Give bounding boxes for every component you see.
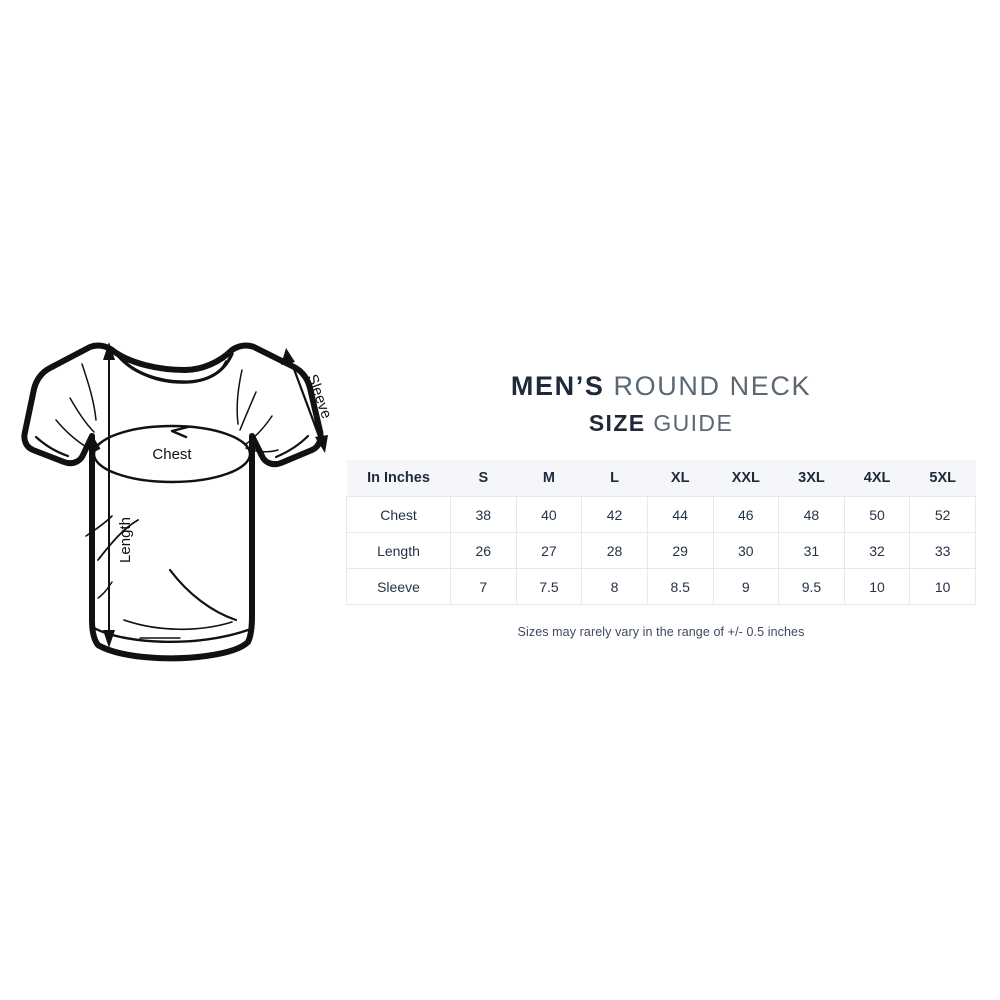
chest-measure: Chest: [89, 424, 252, 484]
cell-sleeve-l: 8: [581, 568, 648, 605]
cell-chest-l: 42: [581, 496, 648, 533]
row-label-chest: Chest: [346, 496, 451, 533]
cell-chest-5xl: 52: [909, 496, 976, 533]
cell-length-l: 28: [581, 532, 648, 569]
size-variance-note: Sizes may rarely vary in the range of +/…: [517, 625, 805, 639]
column-header-measurement: In Inches: [346, 460, 451, 497]
length-measure: Length: [85, 342, 134, 648]
column-header-m: M: [516, 460, 582, 497]
tshirt-diagram-svg: Chest Length Sleeve: [21, 342, 335, 662]
page-subtitle: SIZE GUIDE: [346, 408, 976, 438]
table-row: Length 26 27 28 29 30 31 32 33: [346, 532, 976, 569]
table-row: Chest 38 40 42 44 46 48 50 52: [346, 496, 976, 533]
cell-chest-xl: 44: [646, 496, 714, 533]
row-label-length: Length: [346, 532, 451, 569]
column-header-l: L: [581, 460, 648, 497]
cell-length-xl: 29: [646, 532, 714, 569]
cell-length-s: 26: [450, 532, 517, 569]
column-header-4xl: 4XL: [844, 460, 910, 497]
cell-sleeve-4xl: 10: [843, 568, 911, 605]
table-row: Sleeve 7 7.5 8 8.5 9 9.5 10 10: [346, 568, 976, 605]
cell-sleeve-s: 7: [450, 568, 517, 605]
column-header-xxl: XXL: [713, 460, 779, 497]
size-chart-body: Chest 38 40 42 44 46 48 50 52 Length 26 …: [346, 496, 976, 605]
column-header-3xl: 3XL: [778, 460, 845, 497]
cell-chest-s: 38: [450, 496, 517, 533]
size-guide-panel: MEN’S ROUND NECK SIZE GUIDE In Inches S …: [346, 370, 976, 639]
guide-titles: MEN’S ROUND NECK SIZE GUIDE: [346, 370, 976, 438]
cell-length-m: 27: [515, 532, 583, 569]
cell-sleeve-xl: 8.5: [646, 568, 714, 605]
subtitle-guide-word: GUIDE: [653, 410, 734, 436]
cell-chest-3xl: 48: [778, 496, 845, 533]
cell-sleeve-5xl: 10: [909, 568, 976, 605]
size-chart-header: In Inches S M L XL XXL 3XL 4XL 5XL: [346, 460, 976, 497]
length-label: Length: [117, 517, 134, 563]
cell-sleeve-3xl: 9.5: [778, 568, 845, 605]
cell-length-3xl: 31: [778, 532, 845, 569]
size-chart-table: In Inches S M L XL XXL 3XL 4XL 5XL Chest…: [346, 460, 976, 605]
cell-chest-m: 40: [515, 496, 583, 533]
title-style-word: ROUND NECK: [613, 371, 812, 401]
cell-length-4xl: 32: [843, 532, 911, 569]
table-header-row: In Inches S M L XL XXL 3XL 4XL 5XL: [346, 460, 976, 497]
title-brand-word: MEN’S: [510, 371, 605, 401]
column-header-xl: XL: [647, 460, 713, 497]
cell-length-5xl: 33: [909, 532, 976, 569]
page-title: MEN’S ROUND NECK: [346, 370, 976, 402]
column-header-5xl: 5XL: [909, 460, 976, 497]
cell-chest-4xl: 50: [843, 496, 911, 533]
chest-label: Chest: [152, 446, 192, 463]
cell-sleeve-xxl: 9: [712, 568, 780, 605]
subtitle-size-word: SIZE: [588, 410, 646, 436]
cell-sleeve-m: 7.5: [515, 568, 583, 605]
cell-length-xxl: 30: [712, 532, 780, 569]
tshirt-illustration: Chest Length Sleeve: [20, 320, 360, 680]
cell-chest-xxl: 46: [712, 496, 780, 533]
tshirt-outline: [21, 342, 324, 662]
column-header-s: S: [450, 460, 517, 497]
row-label-sleeve: Sleeve: [346, 568, 451, 605]
